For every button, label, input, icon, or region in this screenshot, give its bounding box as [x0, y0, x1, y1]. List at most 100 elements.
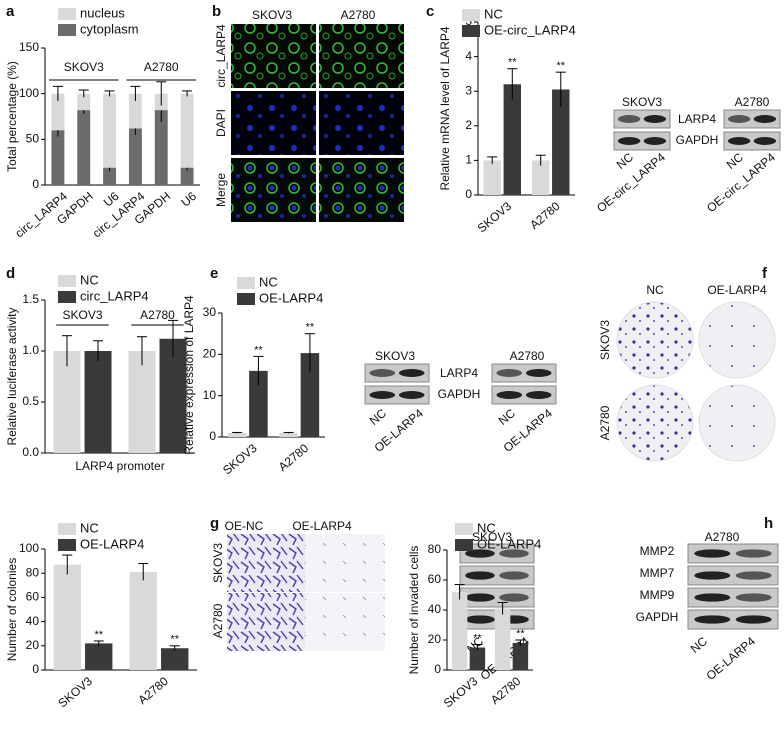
blot-band [643, 137, 667, 145]
panel-label: e [210, 265, 218, 282]
bar-segment [77, 110, 91, 185]
bar-segment [128, 93, 142, 129]
legend-label: OE-circ_LARP4 [484, 22, 576, 37]
y-tick-label: 30 [203, 305, 217, 319]
column-label: OE-LARP4 [292, 519, 352, 533]
legend-label: NC [80, 520, 99, 535]
bar [161, 648, 189, 670]
bar [159, 338, 187, 453]
bar [249, 370, 268, 437]
micrograph [227, 593, 305, 651]
y-tick-label: 0 [32, 662, 39, 676]
blot-band [727, 137, 751, 145]
legend-swatch [462, 9, 480, 21]
blot-band [369, 369, 396, 377]
blot-band [499, 593, 529, 602]
blot-strip [459, 543, 535, 564]
bar [469, 647, 486, 670]
legend-label: cytoplasm [80, 21, 139, 36]
panel-label: c [426, 3, 434, 20]
significance-label: ** [508, 57, 517, 69]
blot-strip [364, 363, 430, 383]
legend-label: NC [80, 272, 99, 287]
legend-swatch [58, 539, 76, 551]
y-tick-label: 0 [465, 187, 472, 201]
y-tick-label: 4 [465, 49, 472, 63]
legend-label: NC [484, 6, 503, 21]
column-label: A2780 [341, 8, 376, 22]
bar [512, 643, 529, 670]
x-tick-label: SKOV3 [55, 674, 95, 711]
legend-swatch [237, 277, 255, 289]
blot-cell-label: SKOV3 [622, 95, 662, 109]
y-tick-label: 1 [465, 153, 472, 167]
blot-strip [364, 385, 430, 405]
y-tick-label: 10 [203, 388, 217, 402]
lane-label: NC [496, 406, 519, 428]
legend-swatch [58, 275, 76, 287]
blot-protein-label: LARP4 [678, 112, 716, 126]
blot-band [525, 369, 552, 377]
blot-band [398, 391, 425, 399]
row-label: SKOV3 [598, 320, 612, 360]
x-tick-label: SKOV3 [441, 674, 481, 711]
panel-label: b [212, 3, 221, 20]
y-tick-label: 150 [19, 40, 39, 54]
y-tick-label: 50 [26, 132, 40, 146]
significance-label: ** [306, 322, 315, 334]
blot-band [465, 549, 495, 558]
blot-band [465, 593, 495, 602]
y-tick-label: 1.0 [22, 343, 39, 357]
blot-band [735, 571, 772, 580]
blot-cell-label: SKOV3 [472, 530, 512, 544]
legend-swatch [58, 24, 76, 36]
blot-cell-label: A2780 [510, 349, 545, 363]
lane-label: NC [367, 406, 390, 428]
row-label: A2780 [211, 603, 225, 638]
blot-cell-label: SKOV3 [375, 349, 415, 363]
bar [300, 353, 320, 437]
blot-protein-label: MMP2 [640, 544, 675, 558]
y-tick-label: 0 [434, 662, 441, 676]
panel-label: g [210, 515, 219, 532]
blot-band [465, 615, 495, 624]
legend-label: circ_LARP4 [80, 288, 149, 303]
blot-strip [723, 131, 781, 151]
significance-label: ** [557, 60, 566, 72]
legend-label: NC [477, 520, 496, 535]
micrograph [305, 534, 385, 592]
y-tick-label: 20 [428, 632, 442, 646]
blot-band [525, 391, 552, 399]
column-label: OE-LARP4 [707, 283, 767, 297]
x-tick-label: A2780 [276, 441, 312, 474]
x-axis-label: LARP4 promoter [75, 459, 164, 473]
plate [616, 384, 694, 462]
significance-label: ** [170, 634, 179, 646]
micrograph [319, 91, 404, 155]
blot-band [643, 115, 667, 123]
y-axis-label: Relative expression of LARP4 [182, 295, 196, 455]
blot-strip [723, 109, 781, 129]
blot-band [694, 593, 731, 602]
bar [279, 432, 298, 437]
y-tick-label: 60 [428, 572, 442, 586]
bar [53, 351, 81, 453]
y-tick-label: 60 [26, 590, 40, 604]
lane-label: NC [614, 150, 637, 172]
blot-protein-label: MMP7 [640, 566, 675, 580]
legend-label: nucleus [80, 5, 125, 20]
panel-label: d [6, 265, 15, 282]
category-label: SKOV3 [62, 308, 102, 322]
blot-strip [687, 565, 779, 586]
bar-segment [180, 167, 194, 185]
lane-label: OE-LARP4 [703, 634, 758, 683]
y-tick-label: 0 [32, 177, 39, 191]
bar-segment [103, 167, 117, 185]
bar-segment [77, 93, 91, 111]
legend-swatch [455, 539, 473, 551]
micrograph [231, 24, 316, 88]
blot-band [727, 115, 751, 123]
row-label: SKOV3 [211, 543, 225, 583]
lane-label: NC [724, 150, 747, 172]
blot-strip [687, 609, 779, 630]
